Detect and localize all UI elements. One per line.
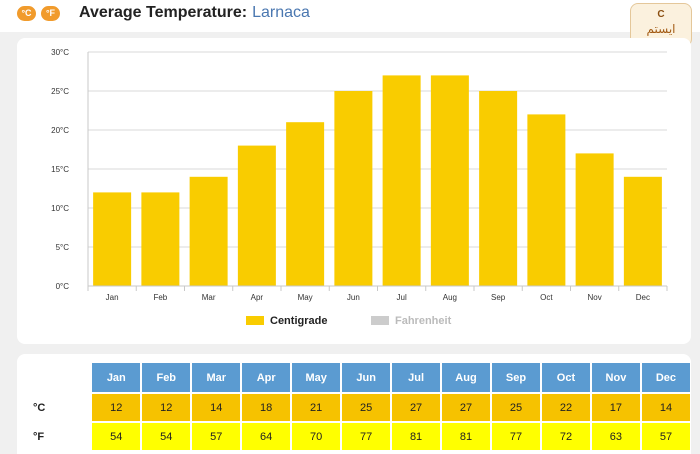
table-row: °F 54 54 57 64 70 77 81 81 77 72 63 57: [33, 422, 691, 451]
table-cell: 25: [491, 393, 541, 422]
logo-glyph: C: [657, 9, 665, 20]
table-row-label: °F: [33, 430, 45, 443]
table-corner: [33, 362, 91, 393]
table-cell: 81: [440, 422, 492, 451]
table-month-header: Oct: [541, 362, 591, 393]
y-tick-label: 25°C: [51, 87, 69, 96]
table-header-row: Jan Feb Mar Apr May Jun Jul Aug Sep Oct Nov Dec: [33, 362, 691, 393]
table-cell: 63: [590, 422, 641, 451]
x-tick-label: Nov: [588, 293, 602, 302]
table-month-header: Mar: [191, 362, 242, 393]
y-tick-label: 15°C: [51, 165, 69, 174]
table-cell: 27: [440, 393, 492, 422]
header-bar: °C °F Average Temperature: Larnaca: [0, 0, 700, 32]
bar-mar[interactable]: [189, 176, 228, 286]
table-row: °C 12 12 14 18 21 25 27 27 25 22 17 14: [33, 393, 691, 422]
table-month-header: Nov: [590, 362, 641, 393]
x-tick-label: Aug: [443, 293, 457, 302]
table-month-header: Feb: [141, 362, 192, 393]
page-title: Average Temperature: Larnaca: [79, 4, 310, 22]
title-label: Average Temperature:: [79, 4, 248, 21]
table-cell: 81: [391, 422, 441, 451]
x-tick-label: Jun: [347, 293, 360, 302]
table-cell: 27: [391, 393, 441, 422]
chart-card: 0°C 5°C 10°C 15°C 20°C 25°C 30°C Jan Feb Mar Apr Ma…: [17, 38, 691, 344]
x-tick-label: Jul: [397, 293, 407, 302]
legend-label-fahrenheit[interactable]: Fahrenheit: [395, 315, 452, 327]
table-cell: 72: [541, 422, 591, 451]
x-tick-label: Feb: [153, 293, 167, 302]
bar-jan[interactable]: [93, 192, 132, 286]
y-tick-label: 20°C: [51, 126, 69, 135]
bar-jul[interactable]: [382, 75, 421, 287]
temperature-bar-chart: 0°C 5°C 10°C 15°C 20°C 25°C 30°C Jan Feb Mar Apr Ma…: [51, 48, 668, 327]
legend-label-centigrade[interactable]: Centigrade: [270, 315, 327, 327]
table-row-label: °C: [33, 401, 46, 414]
y-tick-label: 5°C: [56, 243, 70, 252]
table-cell: 21: [291, 393, 342, 422]
table-month-header: Sep: [491, 362, 541, 393]
table-cell: 22: [541, 393, 591, 422]
table-cell: 54: [141, 422, 192, 451]
bar-jun[interactable]: [334, 91, 373, 286]
bar-aug[interactable]: [430, 75, 469, 287]
table-cell: 64: [241, 422, 292, 451]
table-month-header: May: [291, 362, 342, 393]
table-month-header: Dec: [640, 362, 691, 393]
table-month-header: Jan: [91, 362, 142, 393]
table-month-header: Jun: [341, 362, 392, 393]
y-tick-label: 10°C: [51, 204, 69, 213]
table-cell: 18: [241, 393, 292, 422]
x-tick-label: Apr: [251, 293, 264, 302]
y-tick-label: 30°C: [51, 48, 69, 57]
temperature-table: Jan Feb Mar Apr May Jun Jul Aug Sep Oct Nov Dec °C 1…: [33, 362, 691, 451]
table-cell: 70: [291, 422, 342, 451]
table-cell: 57: [640, 422, 691, 451]
bar-apr[interactable]: [237, 145, 276, 286]
table-cell: 77: [341, 422, 392, 451]
table-cell: 17: [590, 393, 641, 422]
table-month-header: Apr: [241, 362, 292, 393]
bar-feb[interactable]: [141, 192, 180, 286]
table-card: Jan Feb Mar Apr May Jun Jul Aug Sep Oct Nov Dec °C 1…: [17, 354, 691, 454]
table-cell: 14: [640, 393, 691, 422]
table-cell: 14: [191, 393, 242, 422]
bar-nov[interactable]: [575, 153, 614, 286]
legend-swatch-fahrenheit[interactable]: [371, 316, 389, 325]
celsius-toggle-button[interactable]: °C: [17, 6, 36, 21]
table-body: °C 12 12 14 18 21 25 27 27 25 22 17 14 °F 54 54 57 64 70 77…: [33, 393, 691, 451]
x-tick-label: Oct: [540, 293, 553, 302]
table-month-header: Jul: [391, 362, 441, 393]
table-cell: 12: [141, 393, 192, 422]
table-cell: 77: [491, 422, 541, 451]
bar-oct[interactable]: [527, 114, 566, 287]
bar-dec[interactable]: [623, 176, 662, 286]
table-cell: 57: [191, 422, 242, 451]
logo-text: ايستم: [646, 22, 676, 36]
city-name: Larnaca: [252, 4, 310, 21]
y-tick-label: 0°C: [56, 282, 70, 291]
bar-may[interactable]: [286, 122, 325, 286]
x-tick-label: Mar: [202, 293, 216, 302]
fahrenheit-toggle-button[interactable]: °F: [41, 6, 60, 21]
table-month-header: Aug: [440, 362, 492, 393]
table-cell: 12: [91, 393, 142, 422]
table-cell: 25: [341, 393, 392, 422]
table-cell: 54: [91, 422, 142, 451]
x-tick-label: May: [298, 293, 313, 302]
bar-sep[interactable]: [479, 91, 518, 286]
x-tick-label: Jan: [106, 293, 119, 302]
x-tick-label: Dec: [636, 293, 650, 302]
x-tick-label: Sep: [491, 293, 506, 302]
legend-swatch-centigrade[interactable]: [246, 316, 264, 325]
